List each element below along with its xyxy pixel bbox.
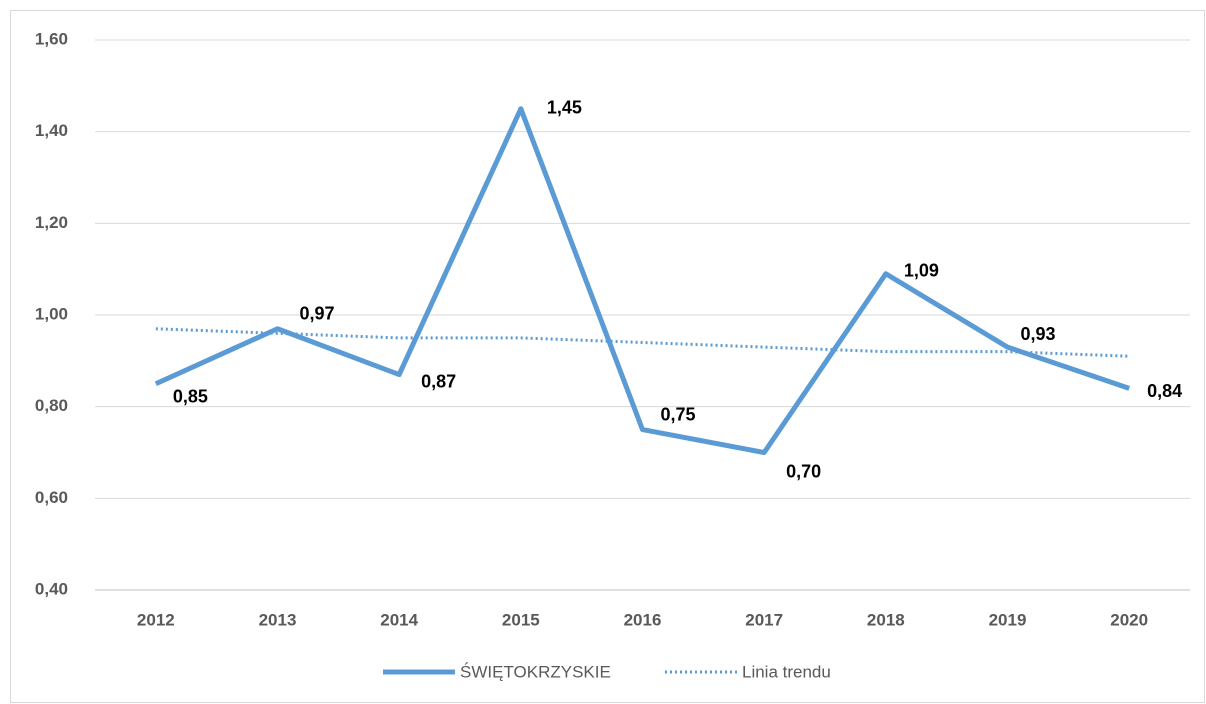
data-label: 1,45 (547, 98, 582, 118)
legend-label: Linia trendu (742, 662, 831, 681)
data-label: 1,09 (904, 261, 939, 281)
data-label: 0,75 (661, 404, 696, 424)
y-tick-label: 1,00 (35, 304, 68, 323)
y-tick-label: 0,60 (35, 488, 68, 507)
x-tick-label: 2015 (502, 610, 540, 629)
y-tick-label: 0,40 (35, 579, 68, 598)
chart-frame (10, 10, 1205, 703)
y-tick-label: 1,40 (35, 121, 68, 140)
series-line (155, 327, 1130, 358)
data-label: 0,97 (300, 304, 335, 324)
x-tick-label: 2019 (989, 610, 1027, 629)
legend-label: ŚWIĘTOKRZYSKIE (460, 662, 611, 681)
y-tick-label: 0,80 (35, 396, 68, 415)
data-label: 0,84 (1147, 381, 1182, 401)
x-tick-label: 2014 (380, 610, 418, 629)
data-label: 0,93 (1021, 324, 1056, 344)
x-tick-label: 2013 (259, 610, 297, 629)
y-tick-label: 1,20 (35, 213, 68, 232)
data-label: 0,70 (786, 461, 821, 481)
x-tick-label: 2016 (624, 610, 662, 629)
y-tick-label: 1,60 (35, 29, 68, 48)
x-tick-label: 2017 (745, 610, 783, 629)
data-label: 0,85 (173, 387, 208, 407)
x-tick-label: 2018 (867, 610, 905, 629)
series-line (154, 106, 1130, 455)
x-tick-label: 2012 (137, 610, 175, 629)
x-tick-label: 2020 (1110, 610, 1148, 629)
data-label: 0,87 (421, 371, 456, 391)
